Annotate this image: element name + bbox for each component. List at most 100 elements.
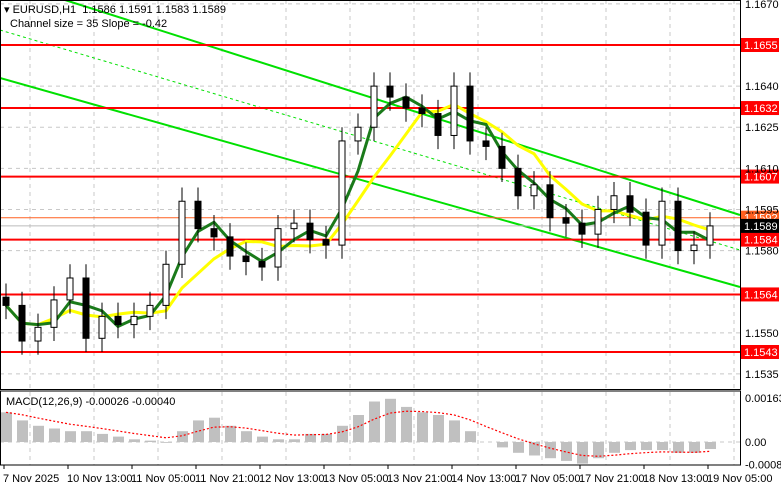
moving-averages — [4, 95, 711, 329]
macd-histogram-bar — [81, 431, 92, 442]
time-tick-label: 7 Nov 2025 — [3, 473, 59, 485]
macd-histogram-bar — [49, 428, 60, 442]
candle-body — [530, 184, 538, 197]
candle-body — [338, 140, 346, 246]
collapse-triangle-icon[interactable]: ▾ — [4, 4, 13, 16]
level-price-label: 1.1607 — [744, 172, 778, 184]
macd-histogram-bar — [225, 425, 236, 442]
candle-body — [226, 236, 234, 257]
level-price-tag — [741, 169, 779, 184]
macd-histogram-bar — [177, 431, 188, 442]
candle-body — [274, 228, 282, 268]
macd-tick-label: -0.00084 — [745, 460, 781, 472]
candle-body — [498, 145, 506, 169]
candle-body — [466, 85, 474, 142]
price-tick-label: 1.1550 — [745, 328, 779, 340]
macd-tick-label: 0.00 — [745, 437, 766, 449]
macd-pane: 0.00163 0.00 -0.00084 — [0, 393, 781, 472]
candle-body — [418, 107, 426, 115]
candle-body — [82, 277, 90, 339]
candle-body — [322, 239, 330, 246]
macd-histogram-bar — [17, 420, 28, 442]
price-tick-label: 1.1625 — [745, 122, 779, 134]
macd-histogram-bar — [465, 431, 476, 442]
candle-body — [546, 184, 554, 219]
macd-histogram-bar — [689, 442, 700, 453]
candle-body — [242, 255, 250, 263]
candle-body — [658, 200, 666, 246]
time-tick-label: 18 Nov 13:00 — [643, 473, 708, 485]
macd-histogram-bar — [113, 436, 124, 442]
macd-histogram-bar — [593, 442, 604, 459]
candle-body — [482, 140, 490, 147]
macd-histogram-bar — [257, 436, 268, 442]
candle-body — [114, 315, 122, 326]
time-tick-label: 12 Nov 13:00 — [259, 473, 324, 485]
macd-histogram-bar — [417, 412, 428, 442]
time-tick-label: 13 Nov 21:00 — [387, 473, 452, 485]
ma-slow-line — [4, 102, 711, 327]
level-price-tag — [741, 287, 779, 302]
macd-histogram-bar — [1, 412, 12, 442]
time-tick-label: 10 Nov 13:00 — [67, 473, 132, 485]
macd-histogram-bar — [209, 417, 220, 442]
current-price-tag-label: 1.1589 — [744, 221, 778, 233]
time-tick-label: 14 Nov 13:00 — [451, 473, 516, 485]
macd-histogram-bar — [353, 415, 364, 442]
candle-body — [370, 85, 378, 128]
current-price-tag — [741, 218, 779, 233]
time-tick-label: 11 Nov 21:00 — [195, 473, 260, 485]
macd-histogram-bar — [33, 425, 44, 442]
candle-body — [194, 200, 202, 230]
level-price-label: 1.1584 — [744, 235, 778, 247]
macd-histogram-bar — [545, 442, 556, 459]
candle-body — [2, 296, 10, 306]
candle-body — [690, 244, 698, 252]
level-price-label: 1.1655 — [744, 40, 778, 52]
candle-body — [514, 167, 522, 197]
macd-histogram-bar — [609, 442, 620, 453]
macd-histogram-bar — [529, 442, 540, 456]
candle-body — [386, 85, 394, 98]
candle-body — [146, 304, 154, 317]
candle-body — [50, 299, 58, 328]
channel-mid-line — [0, 29, 741, 251]
macd-histogram-bar — [705, 442, 716, 450]
candle-body — [210, 228, 218, 238]
price-tick-label: 1.1670 — [745, 0, 779, 11]
candle-body — [594, 208, 602, 235]
price-tick-label: 1.1535 — [745, 369, 779, 381]
candle-body — [162, 263, 170, 306]
price-tick-label: 1.1610 — [745, 163, 779, 175]
macd-histogram-bar — [641, 442, 652, 451]
time-tick-label: 17 Nov 21:00 — [579, 473, 644, 485]
level-price-tag — [741, 345, 779, 360]
candle-body — [610, 195, 618, 210]
macd-histogram-bar — [561, 442, 572, 461]
macd-histogram-bar — [449, 420, 460, 442]
macd-histogram-bar — [657, 442, 668, 451]
candle-body — [354, 126, 362, 142]
ma-fast-line — [4, 95, 711, 329]
candle-body — [434, 113, 442, 136]
macd-histogram-bar — [513, 442, 524, 453]
macd-histogram-bar — [497, 442, 508, 448]
regression-channel — [0, 0, 741, 288]
macd-histogram-bar — [369, 401, 380, 442]
ohlc-readout: EURUSD,H1 1.1586 1.1591 1.1583 1.1589 — [12, 4, 227, 16]
macd-histogram-bar — [161, 442, 172, 443]
candle-body — [642, 211, 650, 246]
candle-body — [66, 277, 74, 301]
macd-histogram-bar — [241, 431, 252, 442]
main-pane-frame — [0, 0, 741, 390]
time-tick-label: 11 Nov 05:00 — [131, 473, 196, 485]
level-price-tag — [741, 38, 779, 52]
channel-info: Channel size = 35 Slope = -0.42 — [10, 18, 168, 30]
candle-body — [578, 222, 586, 235]
macd-histogram-bar — [273, 439, 284, 442]
level-price-tag — [741, 101, 779, 116]
macd-histogram-bar — [673, 442, 684, 453]
macd-histogram-bar — [337, 425, 348, 442]
